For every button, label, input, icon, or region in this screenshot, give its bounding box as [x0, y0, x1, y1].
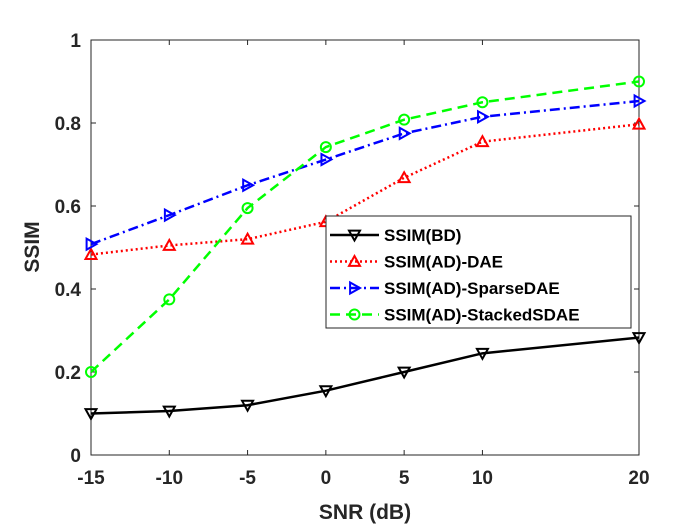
data-point	[320, 152, 334, 167]
data-point	[85, 366, 97, 378]
x-tick-label: 20	[628, 468, 649, 489]
data-point	[633, 75, 645, 88]
data-point	[396, 366, 412, 380]
y-tick-label: 0	[70, 446, 81, 467]
data-point	[163, 207, 177, 223]
legend-marker	[347, 253, 362, 267]
data-point	[85, 236, 99, 252]
series-2	[85, 93, 647, 252]
y-axis-title: SSIM	[21, 221, 44, 272]
data-point	[398, 113, 411, 126]
data-point	[396, 170, 412, 184]
x-tick-label: -15	[77, 468, 105, 489]
data-point	[475, 347, 490, 361]
y-tick-label: 0.4	[55, 280, 82, 301]
data-point	[162, 237, 177, 251]
data-point	[241, 202, 254, 215]
legend-entry: SSIM(BD)	[330, 226, 461, 245]
data-point	[477, 109, 490, 124]
data-point	[83, 246, 99, 260]
data-point	[242, 178, 256, 193]
legend-marker	[348, 308, 361, 321]
series-line	[90, 99, 640, 246]
axis-ticks: -15 -10 -5 0 5 10 20 0 0.2 0.4 0.6 0.8 1	[55, 31, 650, 489]
legend-label: SSIM(BD)	[384, 226, 461, 245]
legend-marker	[347, 229, 362, 243]
data-point	[240, 399, 255, 413]
legend-entry: SSIM(AD)-SparseDAE	[330, 279, 560, 298]
y-tick-label: 0.8	[55, 114, 81, 135]
x-tick-label: 0	[321, 468, 332, 489]
y-tick-label: 1	[70, 31, 81, 52]
series-0	[83, 332, 647, 422]
y-tick-label: 0.6	[55, 197, 81, 218]
legend-marker	[349, 280, 363, 296]
legend-label: SSIM(AD)-SparseDAE	[384, 279, 560, 298]
data-point	[318, 385, 334, 399]
legend-label: SSIM(AD)-StackedSDAE	[384, 306, 580, 325]
x-tick-label: -10	[156, 468, 183, 489]
y-tick-label: 0.2	[55, 363, 81, 384]
x-tick-label: 5	[399, 468, 410, 489]
data-point	[633, 93, 647, 109]
data-point	[162, 405, 177, 419]
legend-entry: SSIM(AD)-StackedSDAE	[330, 306, 580, 325]
series-lines	[83, 75, 647, 422]
data-point	[319, 141, 332, 154]
x-tick-label: 10	[472, 468, 493, 489]
series-line	[90, 336, 640, 415]
legend-entries: SSIM(BD) SSIM(AD)-DAE SSIM(AD)-SparseDAE SS…	[330, 226, 580, 325]
legend-label: SSIM(AD)-DAE	[384, 253, 503, 272]
data-point	[631, 332, 647, 346]
data-point	[476, 96, 489, 109]
data-point	[83, 408, 99, 422]
data-point	[240, 231, 255, 245]
data-point	[163, 293, 176, 306]
data-point	[475, 134, 490, 148]
legend: SSIM(BD) SSIM(AD)-DAE SSIM(AD)-SparseDAE SS…	[325, 215, 632, 329]
data-point	[398, 126, 412, 141]
data-point	[631, 116, 647, 130]
legend-entry: SSIM(AD)-DAE	[330, 253, 503, 272]
x-axis-title: SNR (dB)	[319, 501, 411, 524]
series-line	[90, 80, 640, 373]
x-tick-label: -5	[239, 468, 256, 489]
series-3	[85, 75, 645, 378]
